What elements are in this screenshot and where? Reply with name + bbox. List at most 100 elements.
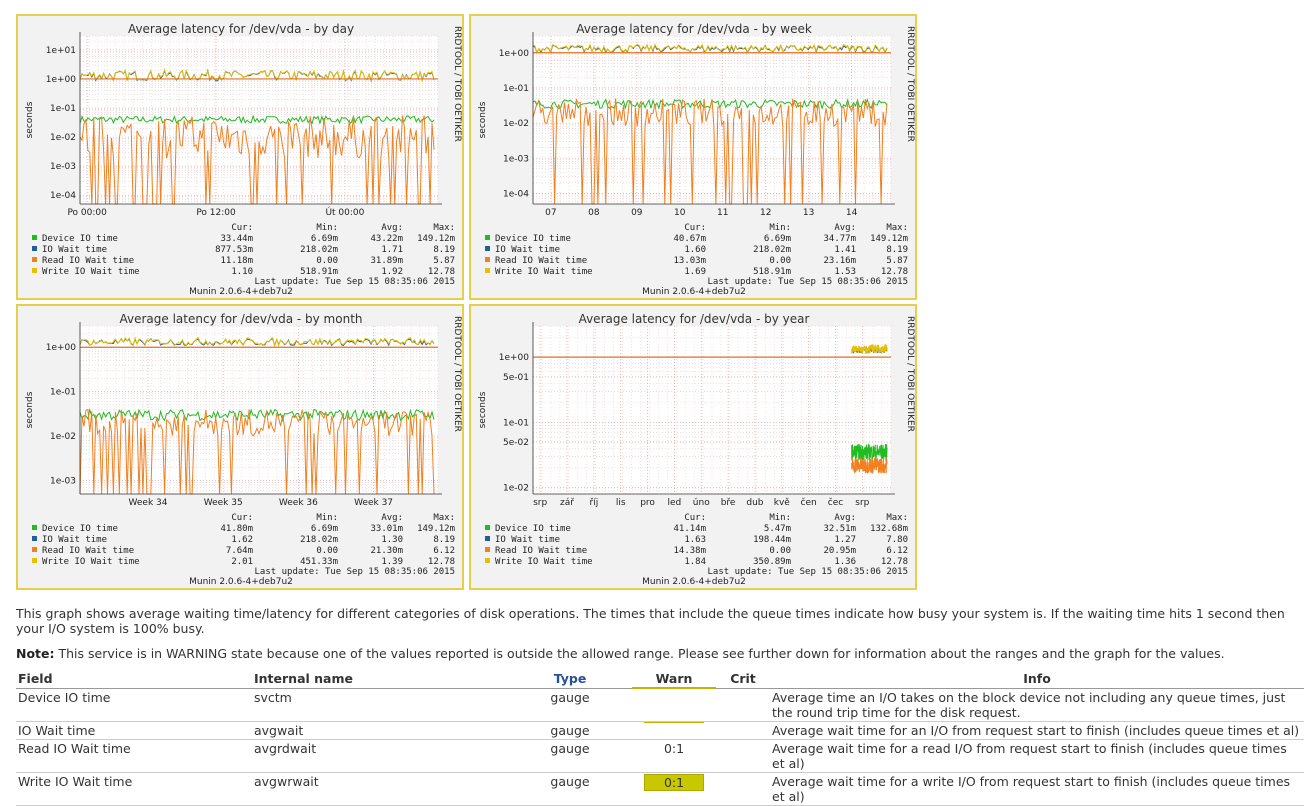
field-name: Device IO time [16,688,252,722]
graph-panel-month[interactable]: Average latency for /dev/vda - by month R… [16,304,464,590]
note-label: Note: [16,646,55,661]
field-name: IO Wait time [16,721,252,740]
legend-col-header: Avg: [834,513,856,523]
legend-col-header: Avg: [834,223,856,233]
legend-col-header: Cur: [231,223,253,233]
legend-swatch [32,268,37,273]
last-update-text: Last update: Tue Sep 15 08:35:06 2015 [255,567,455,577]
field-type: gauge [508,772,632,806]
legend-value: 149.12m [417,524,455,534]
graph-panel-week[interactable]: Average latency for /dev/vda - by week RR… [469,14,917,300]
legend-series-name: IO Wait time [42,245,107,255]
x-tick-label: Week 34 [129,498,168,508]
y-tick-label: 1e-01 [503,84,529,94]
table-row: Read IO Wait time avgrdwait gauge 0:1 Av… [16,739,1304,773]
y-tick-label: 1e+00 [499,49,530,59]
legend-series-name: IO Wait time [495,535,560,545]
field-info-table: Field Internal name Type Warn Crit Info … [16,670,1304,806]
y-tick-label: 1e-02 [503,119,529,129]
y-tick-label: 1e-02 [503,484,529,494]
legend-value: 41.14m [673,524,706,534]
legend-value: 1.36 [834,557,856,567]
table-row: Write IO Wait time avgwrwait gauge 0:1 A… [16,772,1304,806]
field-name: Read IO Wait time [16,739,252,773]
col-header-type[interactable]: Type [508,670,632,689]
y-tick-label: 1e-01 [50,104,76,114]
legend-value: 518.91m [753,267,791,277]
legend-col-header: Min: [769,513,791,523]
x-tick-label: 13 [803,208,814,218]
munin-version: Munin 2.0.6-4+deb7u2 [189,287,293,297]
internal-name: avgrdwait [252,739,508,773]
legend-value: 1.60 [684,245,706,255]
series-write-io-wait [851,344,888,355]
legend-swatch [32,246,37,251]
y-tick-label: 1e+01 [46,46,76,56]
legend-value: 350.89m [753,557,791,567]
legend-value: 14.38m [673,546,706,556]
graph-panel-day[interactable]: Average latency for /dev/vda - by day RRD… [16,14,464,300]
legend-col-header: Max: [886,513,908,523]
x-tick-label: zář [560,498,574,508]
legend-swatch [485,536,490,541]
field-crit [716,688,770,722]
field-type: gauge [508,739,632,773]
legend-value: 5.87 [886,256,908,266]
legend-value: 7.64m [226,546,253,556]
legend-value: 6.69m [311,524,338,534]
x-tick-label: Út 00:00 [325,206,364,218]
col-header-field: Field [16,670,252,689]
field-crit [716,772,770,806]
field-info: Average wait time for an I/O from reques… [770,721,1304,740]
x-tick-label: čec [828,497,843,508]
graph-panel-year[interactable]: Average latency for /dev/vda - by year RR… [469,304,917,590]
legend-series-name: Write IO Wait time [495,557,593,567]
x-tick-label: lis [616,498,626,508]
x-tick-label: led [668,498,682,508]
series-read-io-wait [851,457,888,475]
legend-value: 8.19 [433,245,455,255]
legend-value: 11.18m [220,256,253,266]
legend-value: 23.16m [823,256,856,266]
munin-version: Munin 2.0.6-4+deb7u2 [189,577,293,587]
field-warn [632,688,716,722]
legend-value: 5.47m [764,524,791,534]
x-tick-label: úno [693,498,710,508]
legend-value: 12.78 [428,267,455,277]
series-write-io-wait [79,67,435,83]
internal-name: avgwait [252,721,508,740]
legend-value: 218.02m [753,245,791,255]
legend-value: 1.71 [381,245,403,255]
legend-swatch [485,235,490,240]
y-tick-label: 1e+00 [499,353,530,363]
x-tick-label: Po 12:00 [196,208,236,218]
x-tick-label: Week 35 [204,498,243,508]
y-axis-label: seconds [25,101,35,138]
legend-swatch [485,525,490,530]
rrdtool-watermark: RRDTOOL / TOBI OETIKER [452,316,462,432]
y-axis-label: seconds [478,391,488,428]
legend-swatch [32,257,37,262]
legend-series-name: Device IO time [495,234,571,244]
legend-value: 198.44m [753,535,791,545]
legend-value: 6.69m [764,234,791,244]
y-tick-label: 1e+00 [46,75,77,85]
latency-graph-week: Average latency for /dev/vda - by week RR… [478,22,915,297]
legend-col-header: Max: [433,223,455,233]
field-type: gauge [508,688,632,722]
col-header-warn: Warn [632,670,716,689]
field-info: Average time an I/O takes on the block d… [770,688,1304,722]
legend-value: 41.80m [220,524,253,534]
field-crit [716,739,770,773]
legend-value: 0.00 [769,546,791,556]
y-tick-label: 1e-03 [50,477,76,487]
legend-value: 6.12 [433,546,455,556]
x-tick-label: srp [855,498,869,508]
y-axis-label: seconds [478,101,488,138]
legend-value: 12.78 [881,267,908,277]
legend-value: 33.01m [370,524,403,534]
legend-value: 149.12m [870,234,908,244]
latency-graph-year: Average latency for /dev/vda - by year RR… [478,312,915,587]
legend-col-header: Min: [769,223,791,233]
legend-col-header: Cur: [684,513,706,523]
